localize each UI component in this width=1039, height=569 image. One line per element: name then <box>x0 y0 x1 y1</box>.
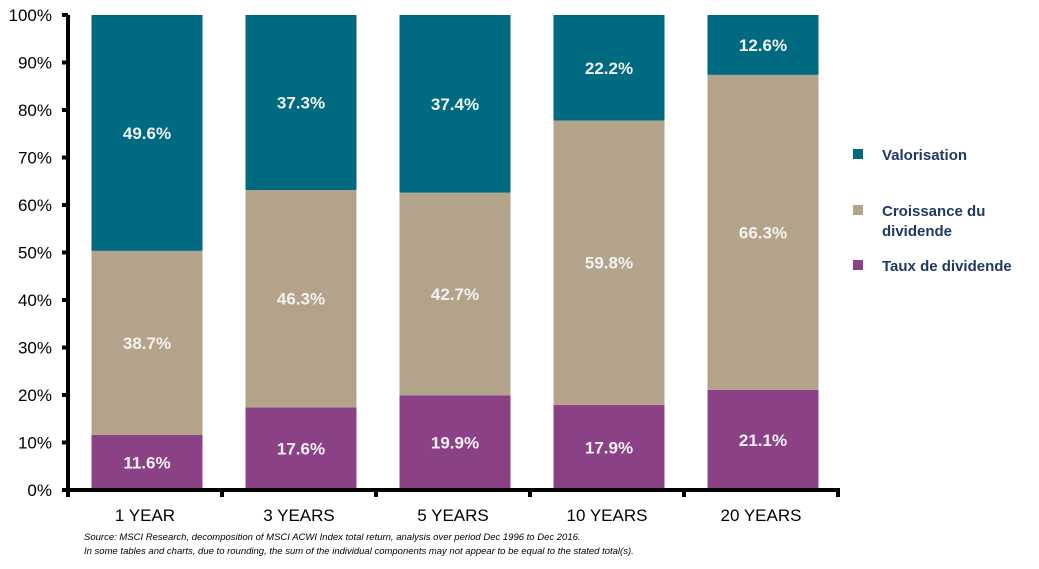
legend-label: Taux de dividende <box>882 258 1012 275</box>
data-label: 37.4% <box>431 95 479 114</box>
data-label: 59.8% <box>585 254 633 273</box>
y-tick-label: 100% <box>9 6 52 25</box>
data-label: 17.9% <box>585 438 633 457</box>
y-tick-label: 30% <box>18 339 52 358</box>
bar-segment <box>91 250 203 435</box>
bar-segment <box>91 15 203 251</box>
y-tick-label: 50% <box>18 244 52 263</box>
data-label: 22.2% <box>585 59 633 78</box>
data-label: 37.3% <box>277 94 325 113</box>
x-tick-label: 3 YEARS <box>263 506 335 525</box>
x-tick-label: 5 YEARS <box>417 506 489 525</box>
bar-segment <box>399 15 511 193</box>
bar-segment <box>399 395 511 490</box>
legend-swatch <box>853 260 863 270</box>
legend-label: Valorisation <box>882 147 967 164</box>
bar-segment <box>399 192 511 396</box>
data-label: 49.6% <box>123 124 171 143</box>
y-tick-label: 70% <box>18 149 52 168</box>
data-label: 12.6% <box>739 36 787 55</box>
legend-swatch <box>853 205 863 215</box>
source-note: Source: MSCI Research, decomposition of … <box>84 532 581 543</box>
bar-segment <box>707 74 819 390</box>
data-label: 42.7% <box>431 285 479 304</box>
legend-label: dividende <box>882 223 952 240</box>
data-label: 21.1% <box>739 431 787 450</box>
bar-segment <box>91 434 203 490</box>
data-label: 17.6% <box>277 440 325 459</box>
bar-segment <box>707 389 819 490</box>
x-tick-label: 10 YEARS <box>567 506 648 525</box>
data-label: 66.3% <box>739 223 787 242</box>
bar-segment <box>707 15 819 75</box>
bar-segment <box>553 404 665 490</box>
data-label: 19.9% <box>431 434 479 453</box>
y-tick-label: 10% <box>18 434 52 453</box>
legend-label: Croissance du <box>882 203 985 220</box>
y-tick-label: 60% <box>18 196 52 215</box>
y-tick-label: 0% <box>27 481 52 500</box>
rounding-note: In some tables and charts, due to roundi… <box>84 546 634 557</box>
y-tick-label: 20% <box>18 386 52 405</box>
bar-segment <box>245 15 357 191</box>
bar-segment <box>553 15 665 121</box>
data-label: 11.6% <box>123 453 170 472</box>
bar-segment <box>245 190 357 408</box>
x-tick-label: 1 YEAR <box>115 506 175 525</box>
y-tick-label: 80% <box>18 101 52 120</box>
bar-segment <box>245 407 357 490</box>
y-tick-label: 40% <box>18 291 52 310</box>
y-tick-label: 90% <box>18 54 52 73</box>
data-label: 46.3% <box>277 290 325 309</box>
x-tick-label: 20 YEARS <box>721 506 802 525</box>
data-label: 38.7% <box>123 334 171 353</box>
legend-swatch <box>853 149 863 159</box>
bar-segment <box>553 120 665 405</box>
